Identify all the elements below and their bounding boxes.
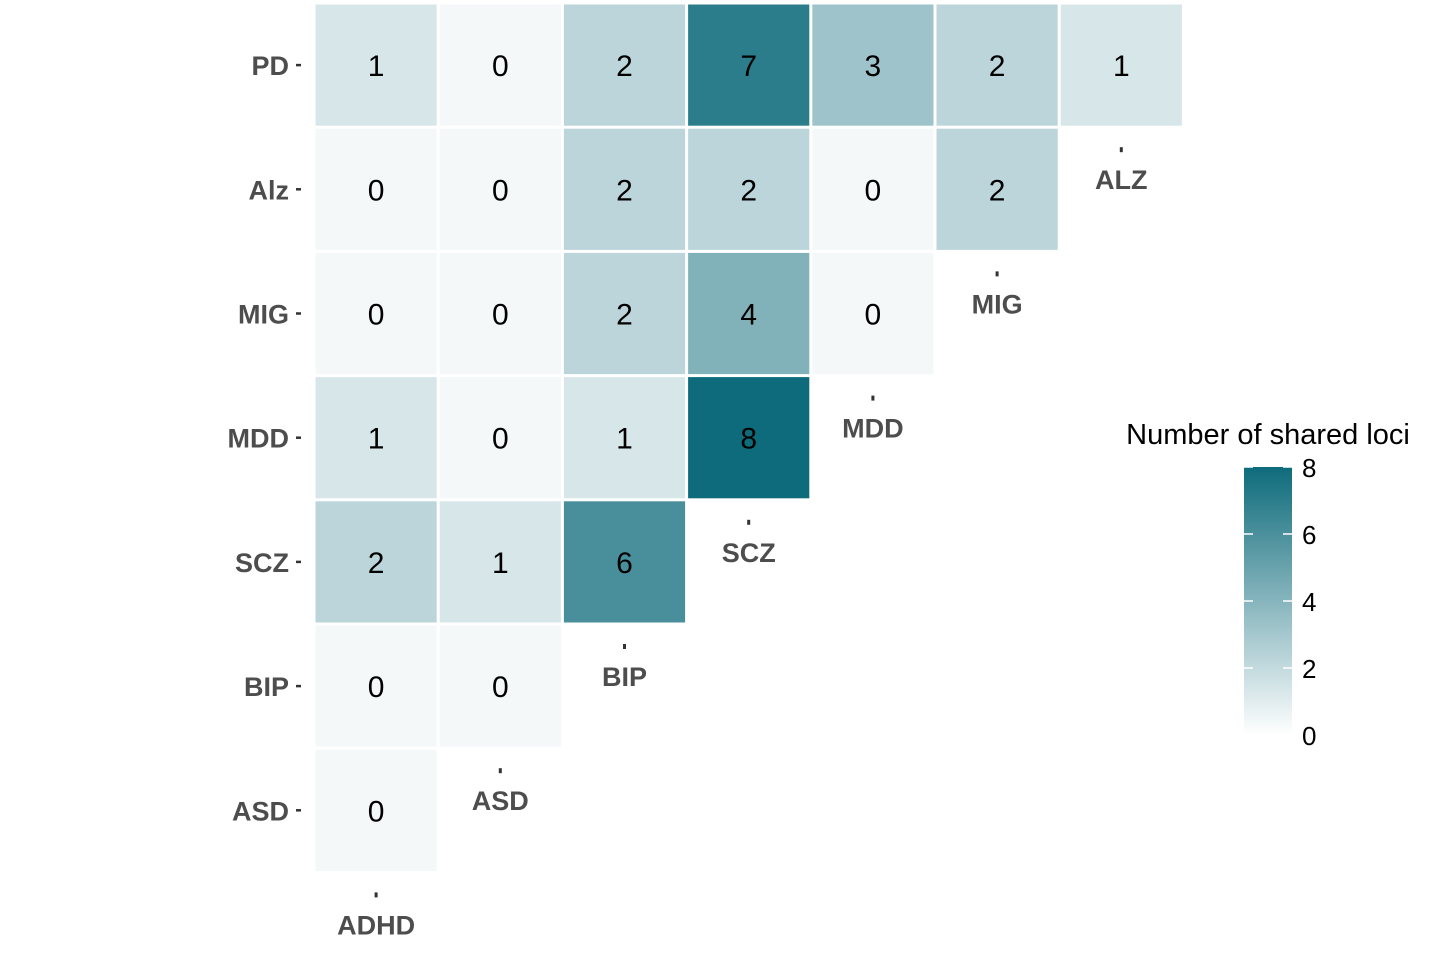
cell-value: 0	[368, 671, 385, 704]
legend-tick-label: 4	[1302, 587, 1316, 617]
heatmap-cell	[812, 252, 934, 375]
heatmap-cell	[688, 377, 810, 499]
cell-value: 4	[740, 299, 757, 332]
cell-value: 7	[740, 50, 757, 83]
diagonal-label: ALZ	[1095, 165, 1147, 195]
heatmap-cell	[688, 128, 810, 250]
legend-tick-label: 2	[1302, 654, 1316, 684]
cell-value: 0	[865, 174, 882, 207]
cell-value: 0	[368, 299, 385, 332]
cell-value: 0	[368, 174, 385, 207]
row-axis: PD Alz MIG MDD SCZ BIP ASD	[228, 51, 301, 826]
cell-value: 2	[989, 50, 1006, 83]
heatmap-cell	[1060, 4, 1182, 126]
cell-value: 2	[616, 299, 633, 332]
heatmap-cell	[439, 501, 561, 623]
row-label: MIG	[238, 300, 289, 330]
heatmap-cell	[315, 252, 437, 375]
color-legend: Number of shared loci 0 2 4 6 8	[1126, 419, 1410, 751]
cell-value: 0	[492, 50, 509, 83]
cell-value: 0	[368, 795, 385, 828]
heatmap-cell	[563, 377, 686, 499]
heatmap-cell	[315, 128, 437, 250]
cell-value: 1	[1113, 50, 1130, 83]
cell-value: 0	[492, 423, 509, 456]
row-label: ASD	[232, 796, 289, 826]
heatmap-cell	[439, 625, 561, 747]
legend-tick-label: 0	[1302, 721, 1316, 751]
diagonal-axis: ADHD ASD BIP SCZ MDD MIG ALZ	[337, 147, 1148, 940]
cell-value: 0	[865, 299, 882, 332]
row-label: PD	[251, 51, 289, 81]
heatmap-cell	[315, 625, 437, 747]
diagonal-label: MIG	[972, 289, 1023, 319]
cell-value: 0	[492, 671, 509, 704]
cell-value: 2	[989, 174, 1006, 207]
cell-value: 1	[492, 547, 509, 580]
heatmap-cell	[563, 252, 686, 375]
heatmap-cell	[563, 128, 686, 250]
heatmap-cell	[812, 128, 934, 250]
cell-value: 8	[740, 423, 757, 456]
diagonal-label: SCZ	[722, 538, 776, 568]
cell-value: 2	[616, 174, 633, 207]
cell-value: 1	[616, 423, 633, 456]
cell-value: 0	[492, 174, 509, 207]
cell-value: 2	[740, 174, 757, 207]
diagonal-label: BIP	[602, 662, 647, 692]
heatmap-cell	[439, 377, 561, 499]
cell-value: 1	[368, 50, 385, 83]
cell-value: 6	[616, 547, 633, 580]
heatmap-cell	[315, 501, 437, 623]
heatmap-cell	[688, 4, 810, 126]
heatmap-cell	[315, 377, 437, 499]
diagonal-label: MDD	[842, 414, 904, 444]
row-label: SCZ	[235, 548, 289, 578]
heatmap-cell	[315, 4, 437, 126]
heatmap-cell	[563, 501, 686, 623]
cell-value: 0	[492, 299, 509, 332]
legend-tick-label: 6	[1302, 520, 1316, 550]
cell-value: 2	[616, 50, 633, 83]
heatmap-cell	[315, 749, 437, 871]
heatmap-cell	[936, 4, 1058, 126]
heatmap-cell	[563, 4, 686, 126]
row-label: MDD	[228, 424, 290, 454]
heatmap-cell	[936, 128, 1058, 250]
legend-title: Number of shared loci	[1126, 419, 1410, 451]
heatmap-cell	[688, 252, 810, 375]
cell-value: 2	[368, 547, 385, 580]
heatmap-cell	[439, 128, 561, 250]
diagonal-label: ASD	[472, 786, 529, 816]
heatmap-cell	[439, 4, 561, 126]
row-label: BIP	[244, 672, 289, 702]
diagonal-label: ADHD	[337, 910, 415, 940]
legend-tick-label: 8	[1302, 453, 1316, 483]
row-label: Alz	[249, 175, 290, 205]
heatmap-cells: 1 0 2 7 3 2 1 0 0 2 2 0 2 0 0 2 4 0 1 0 1 8 2 1 6 0 0 0	[315, 4, 1182, 871]
legend-ticks: 0 2 4 6 8	[1244, 453, 1316, 751]
cell-value: 1	[368, 423, 385, 456]
heatmap-cell	[439, 252, 561, 375]
cell-value: 3	[865, 50, 882, 83]
heatmap-cell	[812, 4, 934, 126]
